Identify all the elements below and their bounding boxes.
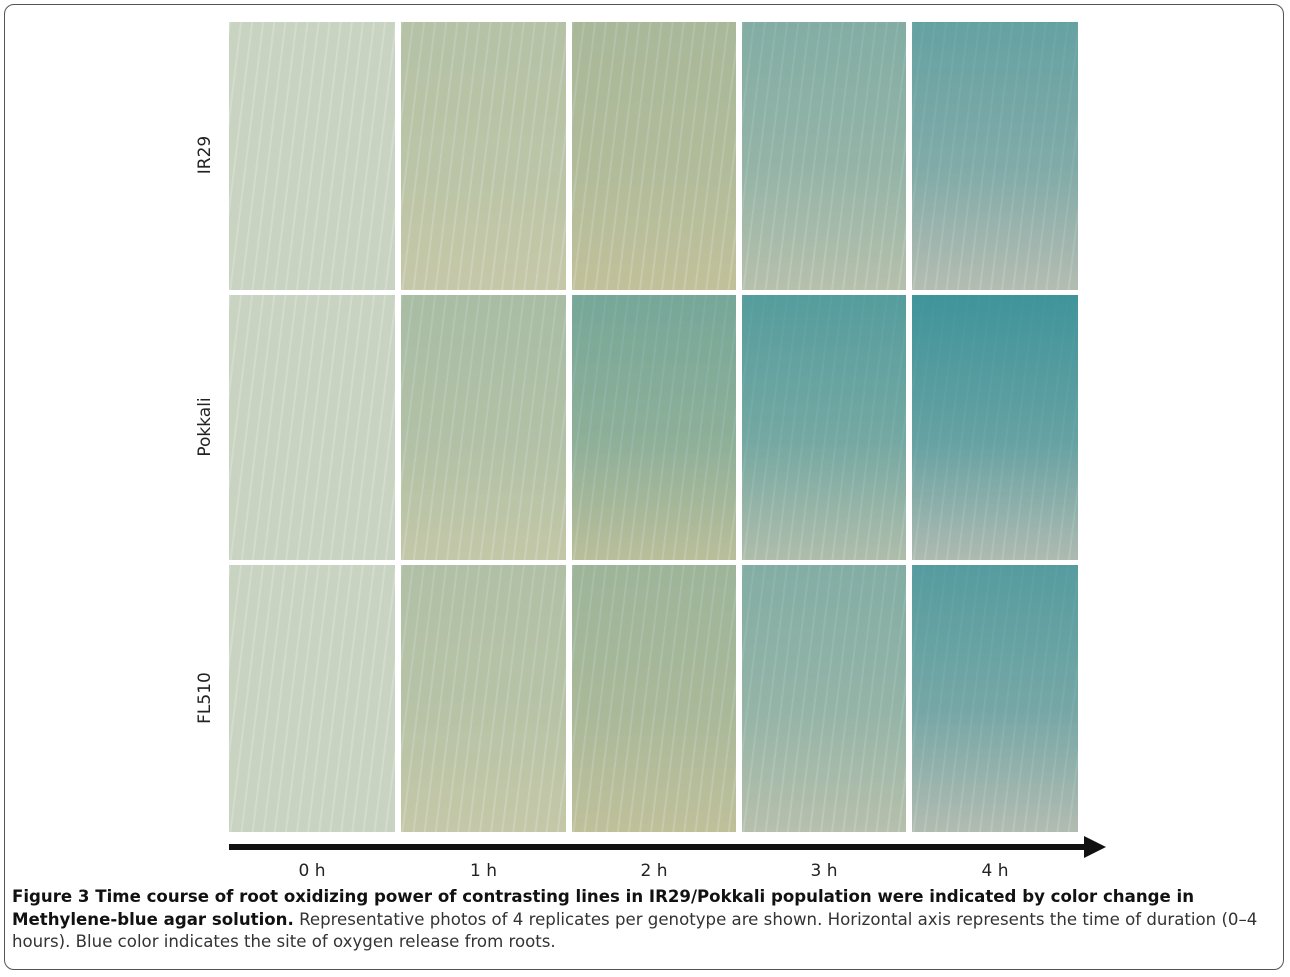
photo <box>742 565 906 832</box>
caption-title: Time course of root oxidizing power of c… <box>12 887 1195 929</box>
photo <box>572 565 736 832</box>
photo <box>401 565 566 832</box>
col-label: 1 h <box>470 861 497 881</box>
row-label: FL510 <box>195 671 215 724</box>
photo <box>229 295 395 560</box>
photo <box>742 22 906 290</box>
caption-label: Figure 3 <box>12 887 90 906</box>
photo <box>912 295 1078 560</box>
photo <box>229 22 395 290</box>
photo <box>401 295 566 560</box>
figure-frame <box>4 4 1284 970</box>
col-label: 4 h <box>981 861 1009 881</box>
photo <box>229 565 395 832</box>
caption: Figure 3 Time course of root oxidizing p… <box>12 886 1278 954</box>
row-label: IR29 <box>195 135 215 175</box>
col-label: 0 h <box>298 861 326 881</box>
photo <box>742 295 906 560</box>
photo <box>572 295 736 560</box>
col-label: 3 h <box>810 861 838 881</box>
col-label: 2 h <box>640 861 668 881</box>
photo <box>912 565 1078 832</box>
photo <box>572 22 736 290</box>
photo <box>401 22 566 290</box>
photo <box>912 22 1078 290</box>
row-label: Pokkali <box>195 396 215 457</box>
caption-text: Representative photos of 4 replicates pe… <box>12 909 1258 952</box>
